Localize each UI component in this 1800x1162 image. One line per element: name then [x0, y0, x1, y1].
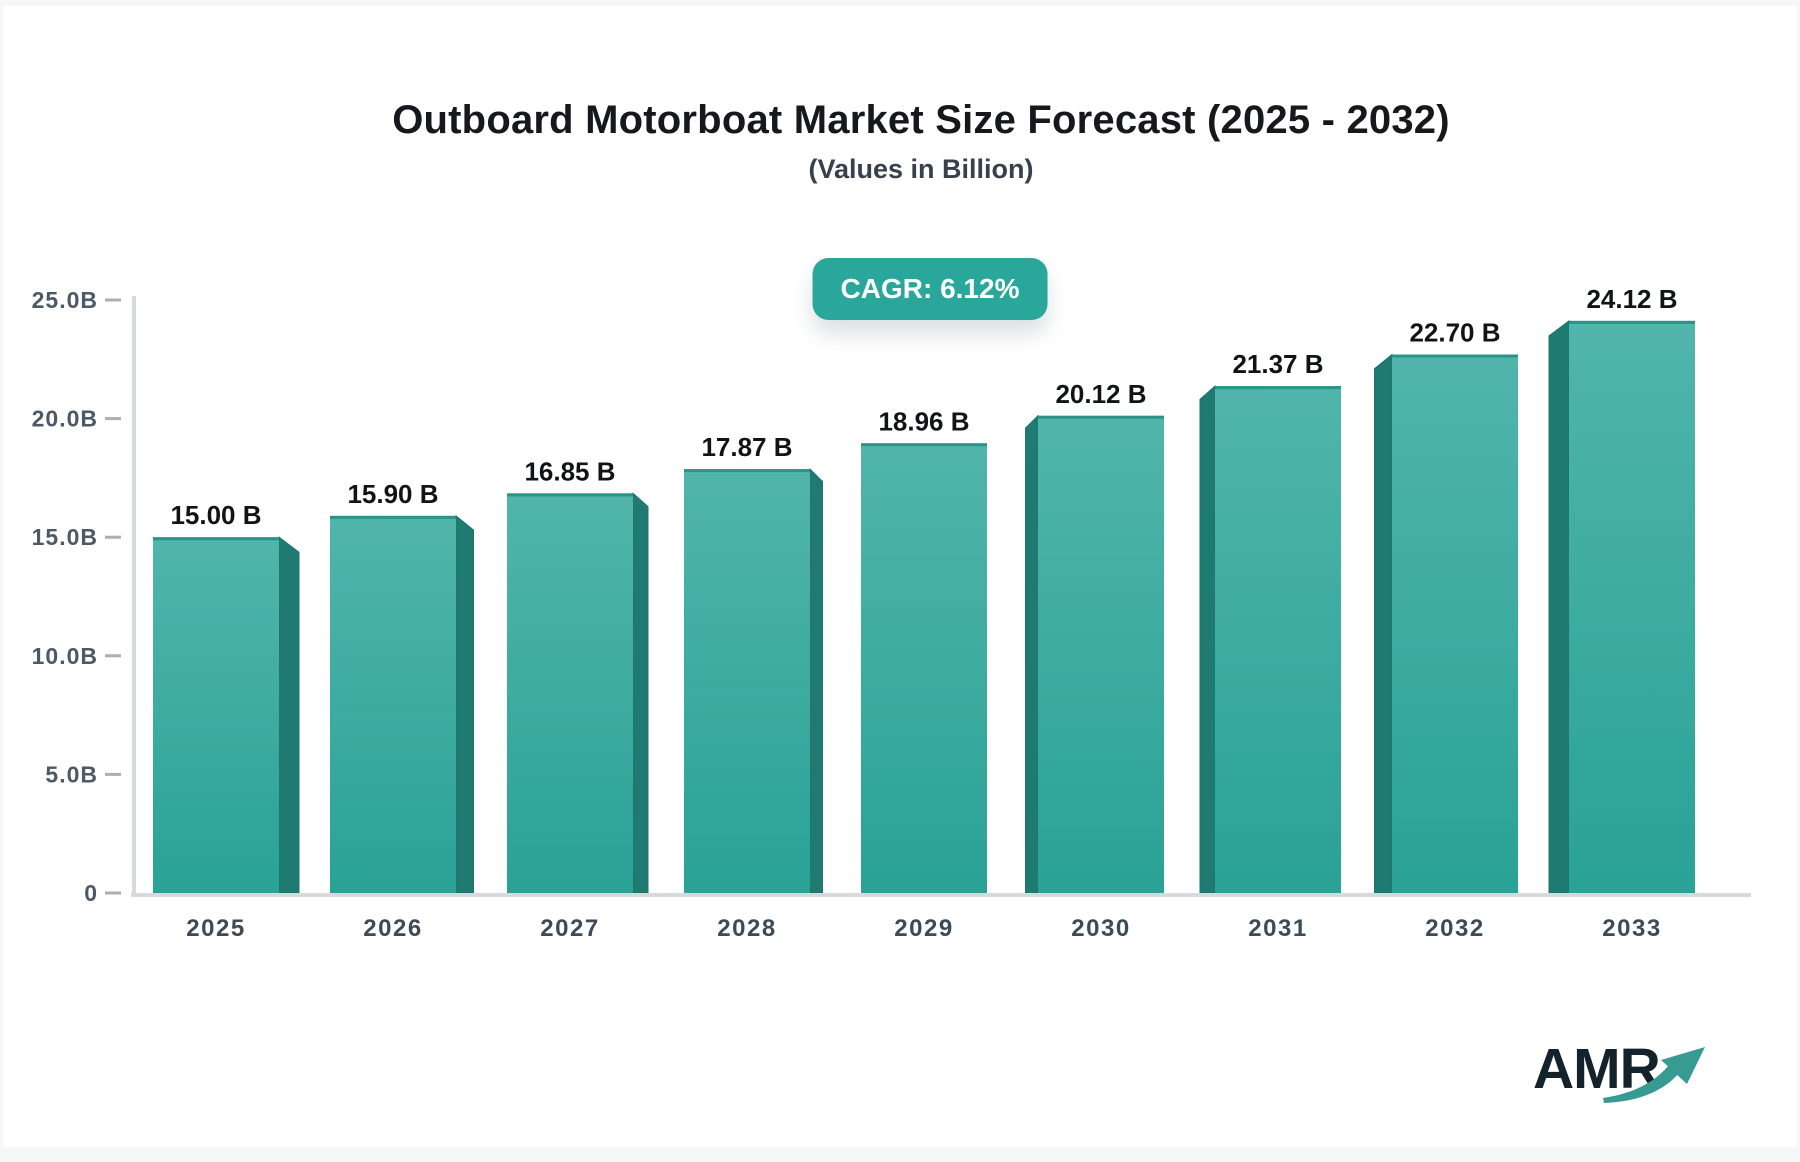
- bar-group-2025: 15.00 B 2025: [153, 500, 299, 942]
- bar-value-label: 21.37 B: [1232, 349, 1323, 379]
- bar-group-2030: 20.12 B 2030: [1026, 379, 1165, 942]
- bar-group-2029: 18.96 B 2029: [861, 406, 987, 942]
- bar-group-2028: 17.87 B 2028: [684, 432, 823, 942]
- y-tick-label: 25.0B: [32, 287, 98, 313]
- bar-side-face: [810, 469, 823, 893]
- bar-face: [507, 493, 633, 893]
- bar-side-face: [1375, 355, 1393, 893]
- bar-value-label: 24.12 B: [1586, 284, 1677, 314]
- y-tick-label: 20.0B: [32, 406, 98, 432]
- y-tick-label: 15.0B: [32, 524, 98, 550]
- y-tick-label: 10.0B: [32, 643, 98, 669]
- bar-side-face: [1549, 321, 1569, 893]
- bar-side-face: [633, 493, 648, 893]
- x-tick-label: 2026: [363, 915, 422, 942]
- x-tick-label: 2029: [894, 915, 953, 942]
- bar-group-2032: 22.70 B 2032: [1375, 318, 1519, 942]
- bar-side-face: [1026, 416, 1039, 893]
- bar-group-2027: 16.85 B 2027: [507, 456, 648, 942]
- amr-logo: AMR: [1533, 1036, 1723, 1116]
- bar-value-label: 15.90 B: [347, 479, 438, 509]
- bar-value-label: 16.85 B: [524, 456, 615, 486]
- x-tick-label: 2032: [1425, 915, 1484, 942]
- trend-up-arrow-icon: [1601, 1040, 1713, 1106]
- bar-value-label: 20.12 B: [1055, 379, 1146, 409]
- y-tick-label: 5.0B: [45, 761, 98, 787]
- bar-face: [861, 443, 987, 893]
- bar-side-face: [1200, 386, 1215, 893]
- bar-value-label: 18.96 B: [878, 406, 969, 436]
- bar-face: [1038, 416, 1164, 893]
- bar-face: [684, 469, 810, 893]
- bar-value-label: 22.70 B: [1409, 318, 1500, 348]
- bar-group-2033: 24.12 B 2033: [1549, 284, 1695, 942]
- bar-face: [1215, 386, 1341, 893]
- y-tick-label: 0: [84, 880, 98, 906]
- bar-group-2031: 21.37 B 2031: [1200, 349, 1341, 942]
- bar-group-2026: 15.90 B 2026: [330, 479, 474, 942]
- bar-side-face: [456, 516, 474, 893]
- bar-value-label: 15.00 B: [170, 500, 261, 530]
- bar-face: [330, 516, 456, 893]
- bar-face: [153, 537, 279, 893]
- bar-face: [1569, 321, 1695, 893]
- x-tick-label: 2027: [540, 915, 599, 942]
- bar-face: [1392, 355, 1518, 893]
- x-tick-label: 2033: [1602, 915, 1661, 942]
- chart-card: Outboard Motorboat Market Size Forecast …: [3, 6, 1797, 1147]
- x-tick-label: 2028: [717, 915, 776, 942]
- x-tick-label: 2025: [186, 915, 245, 942]
- bar-side-face: [279, 537, 299, 893]
- x-tick-label: 2030: [1071, 915, 1130, 942]
- bar-chart: 0 5.0B 10.0B 15.0B 20.0B 25.0B 15.00 B 2025 15.9…: [3, 6, 1800, 1162]
- x-tick-label: 2031: [1248, 915, 1307, 942]
- bar-value-label: 17.87 B: [701, 432, 792, 462]
